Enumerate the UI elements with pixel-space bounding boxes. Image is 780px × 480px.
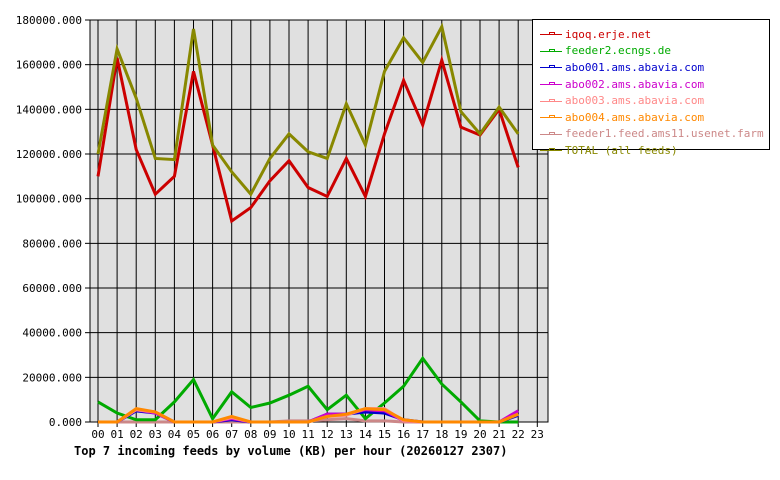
svg-text:120000.000: 120000.000 — [16, 148, 82, 161]
legend-label: TOTAL (all feeds) — [565, 143, 678, 157]
svg-text:20000.000: 20000.000 — [22, 371, 82, 384]
svg-text:140000.000: 140000.000 — [16, 103, 82, 116]
svg-text:18: 18 — [435, 428, 448, 441]
legend-label: abo001.ams.abavia.com — [565, 60, 705, 74]
svg-text:13: 13 — [340, 428, 353, 441]
svg-text:07: 07 — [225, 428, 238, 441]
svg-text:23: 23 — [531, 428, 544, 441]
svg-text:15: 15 — [378, 428, 391, 441]
legend-line-icon — [540, 112, 562, 122]
x-axis: 00 01 02 03 04 05 06 07 08 09 10 11 12 13 14 15 16 17 18 19… — [91, 422, 544, 441]
series-lines — [96, 22, 520, 424]
legend-label: abo002.ams.abavia.com — [565, 77, 705, 91]
legend-item: abo001.ams.abavia.com — [540, 59, 769, 76]
legend-line-icon — [540, 62, 562, 72]
svg-text:03: 03 — [149, 428, 162, 441]
legend-item: feeder2.ecngs.de — [540, 43, 769, 60]
svg-text:21: 21 — [492, 428, 505, 441]
svg-text:60000.000: 60000.000 — [22, 282, 82, 295]
legend-item: abo003.ams.abavia.com — [540, 92, 769, 109]
svg-text:00: 00 — [91, 428, 104, 441]
svg-text:06: 06 — [206, 428, 219, 441]
svg-text:17: 17 — [416, 428, 429, 441]
legend-line-icon — [540, 79, 562, 89]
legend-label: feeder1.feed.ams11.usenet.farm — [565, 127, 764, 141]
legend-item: TOTAL (all feeds) — [540, 142, 769, 159]
legend-label: abo003.ams.abavia.com — [565, 94, 705, 108]
legend-item: feeder1.feed.ams11.usenet.farm — [540, 126, 769, 143]
svg-text:14: 14 — [359, 428, 373, 441]
legend-line-icon — [540, 145, 562, 155]
svg-text:01: 01 — [110, 428, 123, 441]
legend-line-icon — [540, 129, 562, 139]
legend-label: feeder2.ecngs.de — [565, 44, 671, 58]
legend: iqoq.erje.net feeder2.ecngs.de abo001.am… — [532, 19, 770, 157]
legend-item: abo004.ams.abavia.com — [540, 109, 769, 126]
svg-text:22: 22 — [512, 428, 525, 441]
svg-text:04: 04 — [168, 428, 182, 441]
svg-text:100000.000: 100000.000 — [16, 193, 82, 206]
chart-title: Top 7 incoming feeds by volume (KB) per … — [74, 444, 508, 458]
legend-label: abo004.ams.abavia.com — [565, 110, 705, 124]
svg-text:20: 20 — [473, 428, 486, 441]
svg-text:05: 05 — [187, 428, 200, 441]
svg-text:09: 09 — [263, 428, 276, 441]
legend-item: abo002.ams.abavia.com — [540, 76, 769, 93]
svg-text:12: 12 — [321, 428, 334, 441]
svg-text:08: 08 — [244, 428, 257, 441]
legend-line-icon — [540, 96, 562, 106]
legend-item: iqoq.erje.net — [540, 26, 769, 43]
svg-text:0.000: 0.000 — [49, 416, 82, 429]
y-axis: 0.000 20000.000 40000.000 60000.000 80000.00… — [16, 14, 90, 429]
svg-text:02: 02 — [130, 428, 143, 441]
legend-label: iqoq.erje.net — [565, 27, 652, 41]
svg-text:40000.000: 40000.000 — [22, 327, 82, 340]
plot-area — [89, 19, 549, 423]
legend-line-icon — [540, 29, 562, 39]
svg-text:11: 11 — [301, 428, 314, 441]
legend-line-icon — [540, 46, 562, 56]
svg-text:180000.000: 180000.000 — [16, 14, 82, 27]
svg-text:80000.000: 80000.000 — [22, 237, 82, 250]
svg-text:19: 19 — [454, 428, 467, 441]
svg-text:160000.000: 160000.000 — [16, 59, 82, 72]
svg-text:16: 16 — [397, 428, 410, 441]
svg-text:10: 10 — [282, 428, 295, 441]
